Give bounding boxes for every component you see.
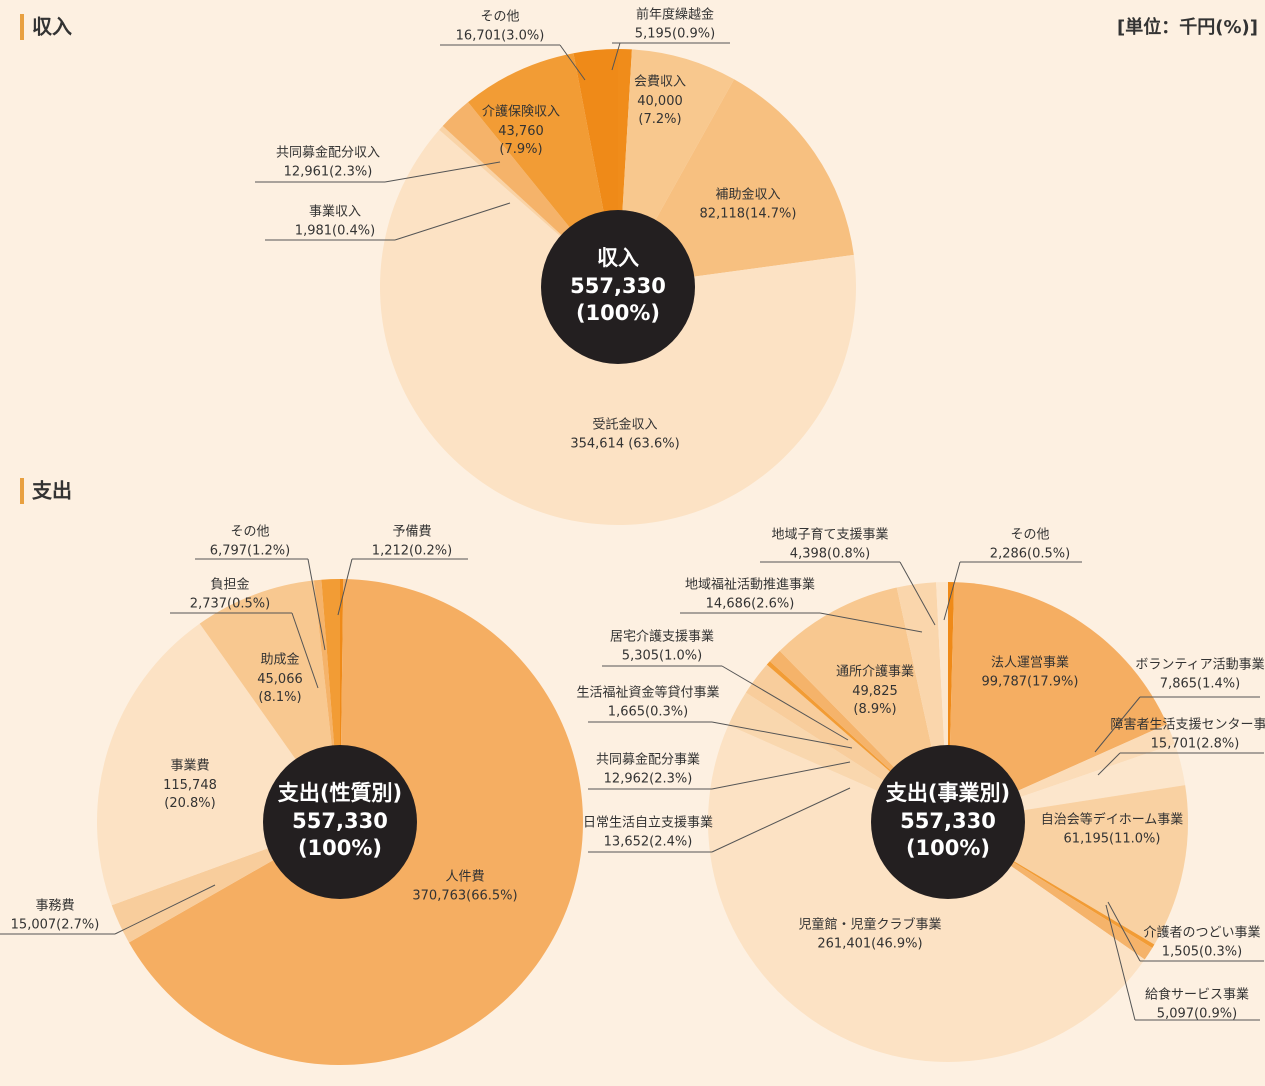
slice-label: その他 [230, 525, 269, 540]
value-label: 14,686(2.6%) [706, 597, 795, 612]
center-share: (100%) [298, 836, 382, 860]
center-disc [541, 210, 695, 364]
value-label: 45,066 (8.1%) [257, 672, 303, 705]
value-label: 43,760 (7.9%) [498, 124, 544, 157]
slice-label: 人件費 [445, 870, 484, 885]
slice-label: 地域子育て支援事業 [771, 527, 888, 543]
value-label: 5,097(0.9%) [1157, 1007, 1237, 1022]
value-label: 12,961(2.3%) [284, 165, 373, 180]
center-total: 557,330 [292, 809, 388, 833]
value-label: 49,825 (8.9%) [852, 684, 898, 717]
slice-label: 日常生活自立支援事業 [583, 815, 713, 831]
leader-line [1107, 901, 1141, 962]
slice-label: 自治会等デイホーム事業 [1041, 812, 1184, 828]
leader-line [943, 561, 961, 621]
leader-line [394, 202, 511, 241]
slice-label: 予備費 [392, 524, 431, 540]
leader-line [819, 612, 923, 633]
leader-line [899, 561, 936, 626]
slice-label: 会費収入 [634, 75, 686, 90]
value-label: 15,007(2.7%) [11, 918, 100, 933]
value-label: 5,195(0.9%) [635, 27, 715, 42]
value-label: 4,398(0.8%) [790, 547, 870, 562]
center-disc [871, 745, 1025, 899]
slice-label: 児童館・児童クラブ事業 [798, 917, 941, 933]
value-label: 370,763(66.5%) [412, 889, 517, 904]
slice-label: 受託金収入 [592, 417, 657, 433]
slice-label: 障害者生活支援センター事業 [1110, 717, 1265, 733]
center-title: 支出(性質別) [278, 781, 402, 805]
center-share: (100%) [576, 301, 660, 325]
value-label: 7,865(1.4%) [1160, 677, 1240, 692]
slice-label: 前年度繰越金 [636, 7, 714, 23]
center-total: 557,330 [570, 274, 666, 298]
center-title: 支出(事業別) [886, 781, 1010, 805]
leader-line [559, 44, 586, 81]
slice-label: 居宅介護支援事業 [610, 629, 714, 645]
leader-line [337, 558, 353, 616]
leader-line [711, 761, 851, 790]
slice-label: 給食サービス事業 [1145, 987, 1249, 1003]
header-bar [20, 478, 24, 504]
leader-line [711, 787, 851, 853]
slice-label: 生活福祉資金等貸付事業 [576, 685, 719, 701]
slice-label: 共同募金配分事業 [596, 752, 700, 768]
value-label: 2,286(0.5%) [990, 547, 1070, 562]
leader-line [611, 42, 621, 71]
value-label: 12,962(2.3%) [604, 772, 693, 787]
slice-label: 介護者のつどい事業 [1143, 925, 1260, 941]
value-label: 261,401(46.9%) [817, 937, 922, 952]
value-label: 2,737(0.5%) [190, 597, 270, 612]
pie-slice [948, 582, 1168, 822]
value-label: 115,748 (20.8%) [163, 778, 217, 811]
value-label: 82,118(14.7%) [700, 207, 797, 222]
value-label: 99,787(17.9%) [982, 675, 1079, 690]
center-total: 557,330 [900, 809, 996, 833]
slice-label: 共同募金配分収入 [276, 145, 380, 161]
value-label: 61,195(11.0%) [1064, 832, 1161, 847]
value-label: 15,701(2.8%) [1151, 737, 1240, 752]
leader-line [711, 721, 853, 749]
slice-label: その他 [1010, 528, 1049, 543]
value-label: 40,000 (7.2%) [637, 94, 683, 127]
value-label: 354,614 (63.6%) [570, 437, 679, 452]
leader-line [307, 558, 326, 651]
slice-label: 法人運営事業 [991, 655, 1069, 671]
value-label: 5,305(1.0%) [622, 649, 702, 664]
leader-line [384, 161, 501, 183]
leader-line [1094, 696, 1141, 753]
slice-label: 地域福祉活動推進事業 [685, 577, 815, 593]
slice-label: 事業費 [170, 758, 209, 774]
leader-line [721, 665, 849, 741]
leader-line [291, 612, 319, 689]
value-label: 6,797(1.2%) [210, 544, 290, 559]
slice-label: 助成金 [260, 652, 299, 668]
value-label: 1,665(0.3%) [608, 705, 688, 720]
center-share: (100%) [906, 836, 990, 860]
unit-label: [単位：千円(%)] [1117, 16, 1258, 38]
slice-label: 介護保険収入 [482, 104, 560, 120]
value-label: 1,212(0.2%) [372, 544, 452, 559]
value-label: 1,505(0.3%) [1162, 945, 1242, 960]
value-label: 16,701(3.0%) [456, 29, 545, 44]
leader-line [1097, 752, 1121, 776]
slice-label: 負担金 [210, 577, 249, 593]
slice-label: 通所介護事業 [836, 664, 914, 680]
leader-line [1105, 904, 1136, 1021]
value-label: 1,981(0.4%) [295, 224, 375, 239]
header-bar [20, 14, 24, 40]
slice-label: その他 [480, 10, 519, 25]
slice-label: ボランティア活動事業 [1135, 657, 1264, 673]
leader-line [114, 884, 216, 935]
slice-label: 補助金収入 [715, 187, 780, 203]
slice-label: 事業収入 [309, 204, 361, 220]
center-title: 収入 [597, 246, 639, 270]
expense-header: 支出 [32, 479, 72, 503]
value-label: 13,652(2.4%) [604, 835, 693, 850]
center-disc [263, 745, 417, 899]
pie-slice [618, 79, 854, 288]
income-header: 収入 [32, 15, 72, 39]
slice-label: 事務費 [35, 899, 74, 914]
